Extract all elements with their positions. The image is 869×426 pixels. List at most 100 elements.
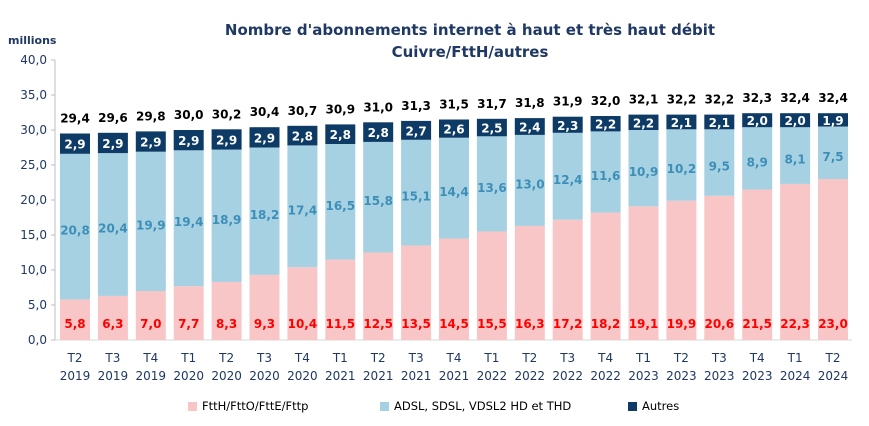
data-label: 11,5: [325, 317, 355, 331]
data-label: 10,9: [629, 165, 659, 179]
bar-segment-0: [552, 219, 583, 340]
total-label: 30,9: [325, 102, 355, 116]
bar-segment-2: [401, 120, 432, 140]
data-label: 19,9: [667, 317, 697, 331]
x-tick-label: T3: [711, 351, 727, 365]
total-label: 29,6: [98, 111, 128, 125]
bar-segment-1: [439, 137, 469, 239]
data-label: 8,3: [216, 317, 237, 331]
x-tick-label-year: 2024: [818, 369, 849, 383]
x-tick-label-year: 2023: [628, 369, 659, 383]
x-tick-label-year: 2023: [742, 369, 773, 383]
total-label: 31,3: [401, 99, 431, 113]
legend-item-ftth: FttH/FttO/FttE/Fttp: [188, 399, 308, 413]
bar-segment-1: [552, 132, 583, 220]
x-tick-label-year: 2019: [60, 369, 91, 383]
x-tick-label: T2: [521, 351, 537, 365]
bar-segment-2: [552, 116, 583, 133]
data-label: 8,1: [784, 153, 805, 167]
data-label: 2,2: [633, 116, 654, 130]
data-label: 2,2: [595, 118, 616, 132]
x-tick-label: T1: [483, 351, 499, 365]
bar-segment-1: [249, 147, 280, 275]
data-label: 7,5: [822, 150, 843, 164]
bar-segment-0: [780, 183, 811, 340]
data-label: 2,8: [368, 126, 389, 140]
data-label: 2,5: [481, 122, 502, 136]
total-label: 32,4: [780, 91, 810, 105]
data-label: 8,9: [747, 155, 768, 169]
bar-segment-1: [97, 153, 128, 296]
x-tick-label: T3: [408, 351, 424, 365]
x-tick-label: T3: [256, 351, 272, 365]
total-label: 31,0: [363, 100, 393, 114]
data-label: 2,6: [443, 123, 464, 137]
data-label: 18,2: [250, 208, 280, 222]
legend-swatch: [628, 401, 637, 411]
bar-segment-0: [249, 274, 280, 340]
bar-segment-2: [249, 127, 280, 148]
bar-segment-0: [97, 295, 128, 340]
data-label: 17,2: [553, 317, 583, 331]
bar-segment-1: [135, 151, 166, 291]
data-label: 14,5: [439, 317, 469, 331]
x-tick-label-year: 2024: [780, 369, 811, 383]
x-tick-label: T2: [673, 351, 689, 365]
x-tick-label-year: 2021: [401, 369, 432, 383]
data-label: 18,9: [212, 213, 242, 227]
bar-segment-1: [476, 136, 507, 232]
data-label: 2,9: [178, 134, 199, 148]
y-tick-label: 5,0: [28, 298, 47, 312]
y-tick-label: 30,0: [20, 123, 47, 137]
chart-title: Nombre d'abonnements internet à haut et …: [224, 21, 716, 39]
bar-segment-2: [476, 118, 507, 137]
data-label: 18,2: [591, 317, 621, 331]
legend-swatch: [188, 401, 197, 411]
bar-segment-0: [818, 179, 848, 340]
bar-segment-2: [628, 114, 659, 130]
x-tick-label-year: 2020: [249, 369, 280, 383]
total-label: 29,4: [60, 112, 90, 126]
bar-segment-1: [780, 127, 811, 184]
x-tick-label: T1: [332, 351, 348, 365]
data-label: 2,9: [102, 137, 123, 151]
chart-subtitle: Cuivre/FttH/autres: [391, 43, 549, 61]
bar-segment-2: [363, 122, 394, 142]
bar-segment-1: [60, 153, 90, 300]
y-tick-label: 20,0: [20, 193, 47, 207]
bar-segment-1: [628, 130, 659, 207]
bar-segment-0: [135, 291, 166, 340]
bar-segment-0: [173, 286, 204, 340]
total-label: 32,0: [591, 94, 621, 108]
data-label: 2,7: [405, 124, 426, 138]
y-tick-label: 10,0: [20, 263, 47, 277]
bar-segment-0: [325, 259, 356, 340]
data-label: 12,5: [363, 317, 393, 331]
data-label: 1,9: [822, 114, 843, 128]
total-label: 31,9: [553, 95, 583, 109]
bar-segment-0: [363, 252, 394, 340]
total-label: 30,7: [288, 104, 318, 118]
bar-segment-1: [666, 129, 697, 201]
bar-segment-0: [439, 238, 469, 340]
bar-segment-1: [325, 144, 356, 260]
bar-segment-1: [818, 126, 848, 179]
data-label: 10,2: [667, 162, 697, 176]
data-label: 2,8: [330, 128, 351, 142]
data-label: 2,0: [784, 114, 805, 128]
bar-segment-0: [590, 212, 621, 340]
data-label: 17,4: [288, 203, 318, 217]
data-label: 11,6: [591, 169, 621, 183]
data-label: 6,3: [102, 317, 123, 331]
data-label: 19,9: [136, 218, 166, 232]
total-label: 30,4: [250, 105, 280, 119]
total-label: 31,8: [515, 96, 545, 110]
bar-segment-1: [173, 150, 204, 287]
total-label: 31,7: [477, 97, 507, 111]
legend-label: ADSL, SDSL, VDSL2 HD et THD: [394, 399, 572, 413]
data-label: 22,3: [780, 317, 810, 331]
x-tick-label: T3: [559, 351, 575, 365]
x-tick-label-year: 2023: [704, 369, 735, 383]
bar-segment-2: [173, 130, 204, 151]
total-label: 30,2: [212, 107, 242, 121]
